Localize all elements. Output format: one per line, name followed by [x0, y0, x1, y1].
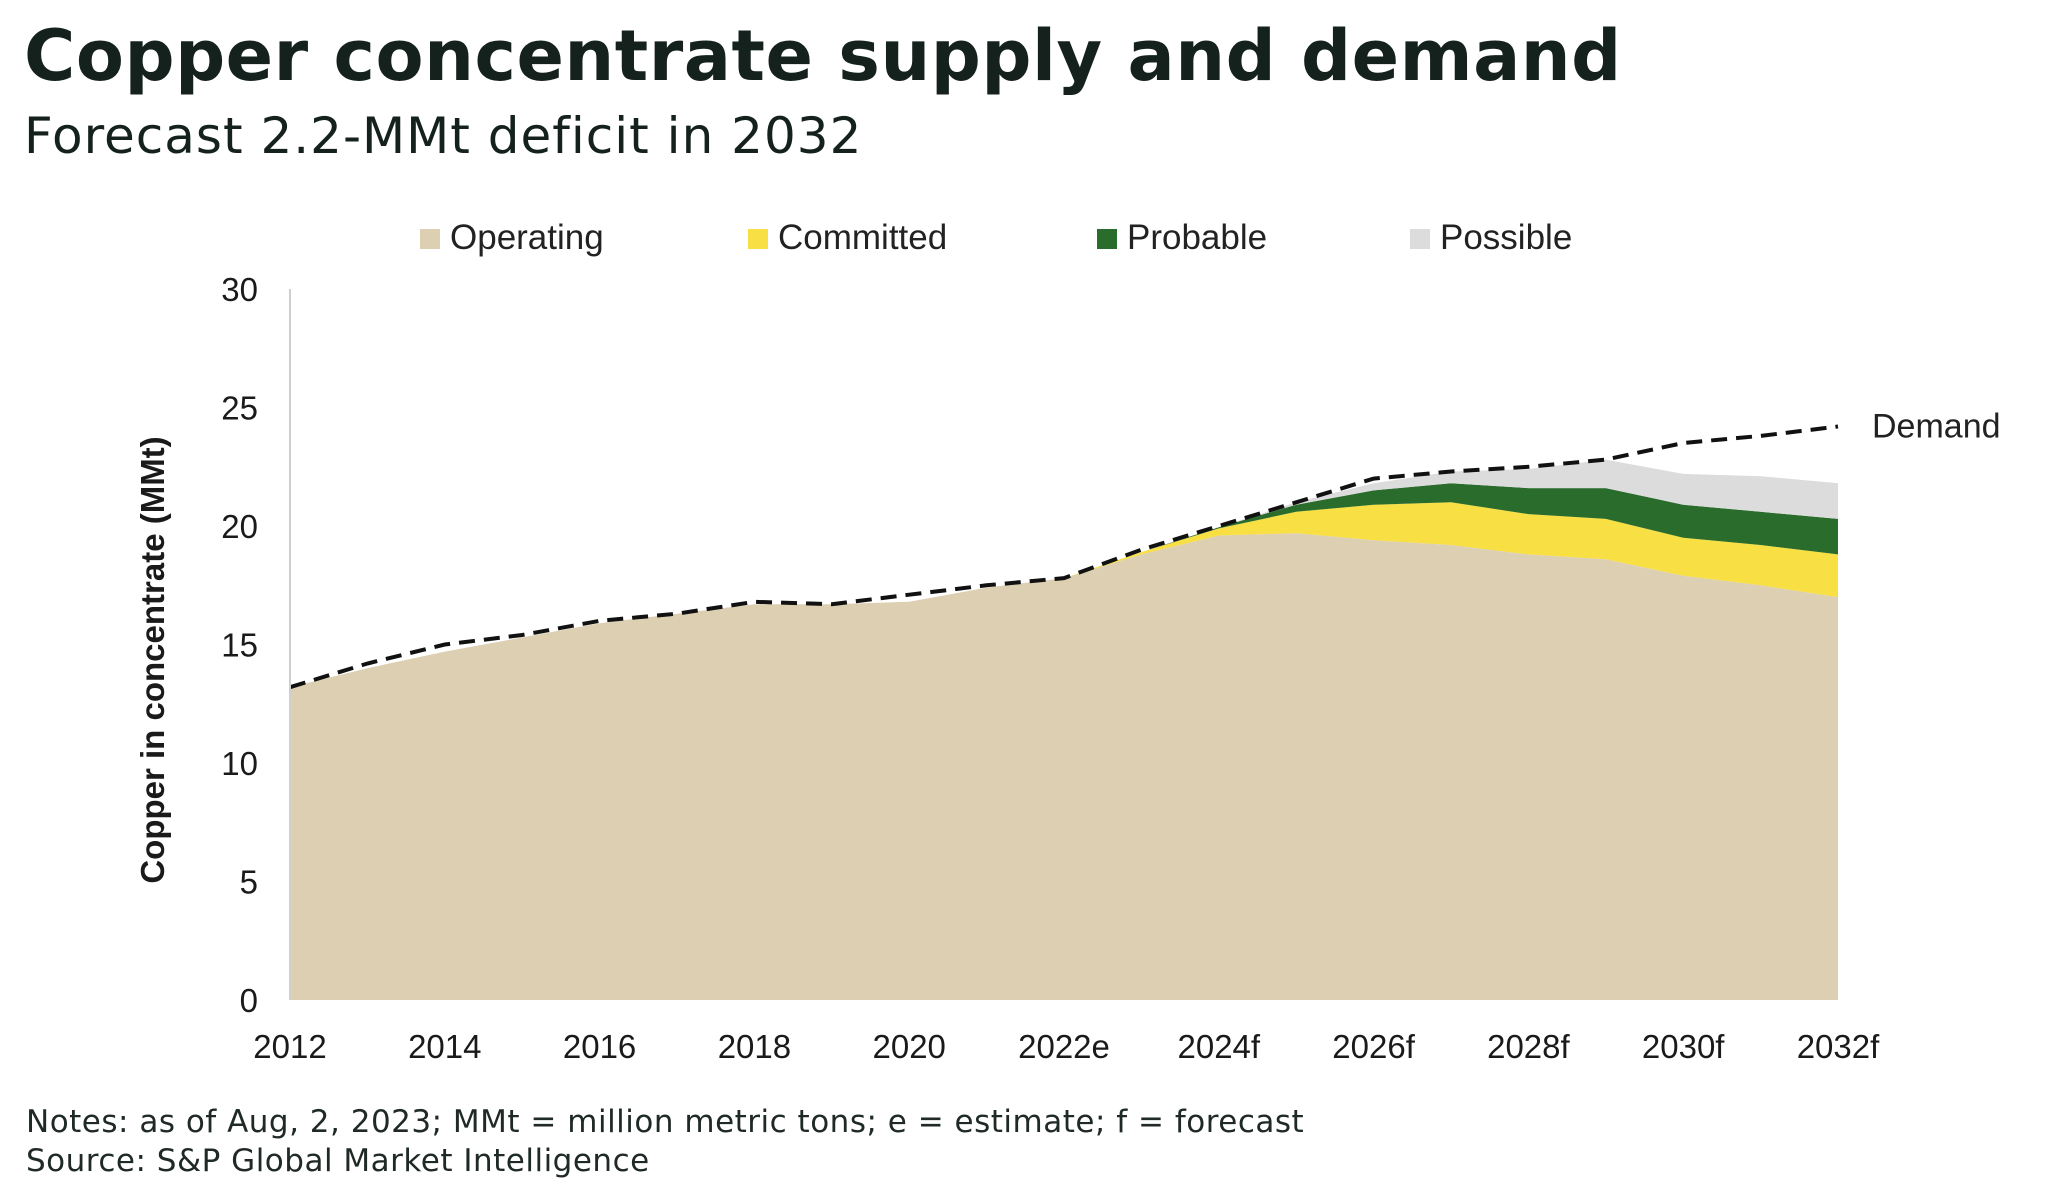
area-layer: Demand: [289, 407, 2001, 1000]
axis-layer: 0 5 10 15 20 25 30 2012 2014 2016 2018 2020 2022e 202…: [221, 271, 1880, 1065]
y-tick-label: 30: [221, 271, 258, 308]
x-tick-label: 2022e: [1018, 1028, 1110, 1065]
legend-swatch: [748, 229, 768, 249]
legend: Operating Committed Probable Possible: [420, 218, 1572, 257]
legend-swatch: [1410, 229, 1430, 249]
legend-label: Operating: [450, 218, 604, 257]
x-tick-label: 2024f: [1178, 1028, 1261, 1065]
y-tick-label: 5: [240, 864, 258, 901]
x-tick-label: 2026f: [1332, 1028, 1415, 1065]
y-tick-label: 10: [221, 745, 258, 782]
page-title: Copper concentrate supply and demand: [24, 15, 1622, 97]
x-tick-label: 2020: [872, 1028, 945, 1065]
legend-item-probable: Probable: [1097, 218, 1267, 257]
legend-item-committed: Committed: [748, 218, 947, 257]
legend-swatch: [420, 229, 440, 249]
legend-label: Possible: [1440, 218, 1572, 257]
demand-line-label: Demand: [1872, 407, 2001, 445]
x-tick-label: 2028f: [1487, 1028, 1570, 1065]
legend-swatch: [1097, 229, 1117, 249]
page-subtitle: Forecast 2.2-MMt deficit in 2032: [24, 107, 863, 165]
area-possible: [290, 459, 1838, 688]
demand-line: [289, 424, 1839, 690]
legend-item-operating: Operating: [420, 218, 604, 257]
chart-notes: Notes: as of Aug, 2, 2023; MMt = million…: [26, 1104, 1305, 1140]
x-tick-label: 2032f: [1797, 1028, 1880, 1065]
y-tick-label: 0: [240, 982, 258, 1019]
y-axis-label: Copper in concentrate (MMt): [134, 436, 171, 883]
x-tick-label: 2012: [253, 1028, 326, 1065]
y-tick-label: 25: [221, 390, 258, 427]
y-tick-label: 20: [221, 508, 258, 545]
legend-item-possible: Possible: [1410, 218, 1572, 257]
legend-label: Committed: [778, 218, 947, 257]
x-tick-label: 2030f: [1642, 1028, 1725, 1065]
x-tick-label: 2016: [563, 1028, 636, 1065]
x-tick-label: 2018: [718, 1028, 791, 1065]
chart: Demand 0 5 10 15 20 25 30 2012 2014 2016 2018 2020 2…: [134, 218, 2001, 1065]
chart-source: Source: S&P Global Market Intelligence: [26, 1143, 650, 1179]
y-tick-label: 15: [221, 627, 258, 664]
area-operating: [290, 533, 1838, 1000]
legend-label: Probable: [1127, 218, 1267, 257]
x-tick-label: 2014: [408, 1028, 481, 1065]
